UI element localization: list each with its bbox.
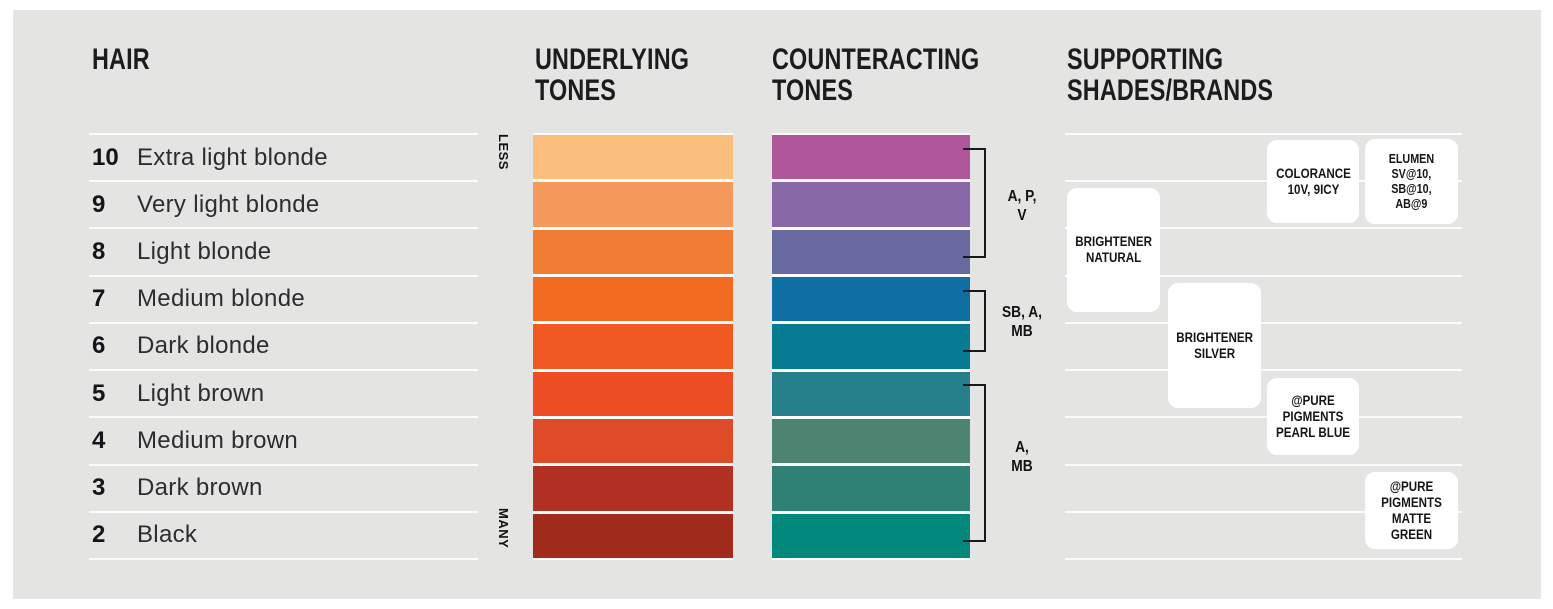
hair-level-number: 8	[92, 238, 106, 266]
supporting-grid-line	[1065, 558, 1462, 560]
counteracting-swatch-level-8	[772, 226, 970, 274]
hair-level-number: 3	[92, 474, 106, 502]
hair-row-3: 3 Dark brown	[89, 463, 478, 511]
hair-level-number: 6	[92, 332, 106, 360]
hair-level-label: Light brown	[137, 379, 265, 407]
underlying-swatch-level-9	[533, 179, 733, 227]
hair-level-label: Dark brown	[137, 474, 263, 502]
hair-level-number: 2	[92, 521, 106, 549]
card-colorance-text: COLORANCE 10V, 9ICY	[1275, 165, 1351, 197]
counteracting-tones-header-text: COUNTERACTING TONES	[772, 43, 980, 107]
counteracting-swatch-level-10	[772, 133, 970, 180]
card-brightener-silver: BRIGHTENER SILVER	[1168, 283, 1261, 408]
bracket-levels-5-2	[963, 384, 986, 542]
supporting-grid-line	[1065, 321, 1462, 324]
hair-level-number: 7	[92, 285, 106, 313]
hair-level-label: Medium blonde	[137, 285, 305, 313]
supporting-grid-line	[1065, 133, 1462, 135]
hair-row-4: 4 Medium brown	[89, 416, 478, 463]
supporting-grid-line	[1065, 463, 1462, 466]
bracket-label-sb-a-mb: SB, A, MB	[990, 303, 1054, 341]
counteracting-swatch-level-7	[772, 273, 970, 322]
bracket-levels-10-8	[963, 148, 986, 258]
underlying-tones-swatch-column	[533, 133, 733, 560]
counteracting-swatch-level-3	[772, 463, 970, 511]
hair-row-9: 9 Very light blonde	[89, 180, 478, 227]
hair-row-6: 6 Dark blonde	[89, 321, 478, 369]
underlying-swatch-level-6	[533, 321, 733, 369]
counteracting-tones-header: COUNTERACTING TONES	[772, 44, 1038, 106]
hair-level-number: 4	[92, 426, 106, 454]
bracket-label-apv: A, P, V	[990, 187, 1054, 225]
underlying-tones-header-text: UNDERLYING TONES	[535, 43, 690, 107]
scale-label-less: LESS	[496, 134, 511, 170]
counteracting-swatch-level-9	[772, 179, 970, 227]
supporting-grid-line	[1065, 416, 1462, 419]
hair-level-label: Light blonde	[137, 238, 272, 266]
bracket-label-a-mb-text: A, MB	[1011, 439, 1033, 475]
card-brightener-natural-text: BRIGHTENER NATURAL	[1075, 234, 1152, 265]
bracket-levels-7-6	[963, 290, 986, 352]
hair-level-label: Extra light blonde	[137, 143, 328, 171]
hair-column-header-text: HAIR	[92, 43, 150, 76]
counteracting-swatch-level-6	[772, 321, 970, 369]
counteracting-tones-swatch-column	[772, 133, 970, 560]
hair-row-10: 10 Extra light blonde	[89, 133, 478, 180]
card-pure-pigments-pearl-blue: @PURE PIGMENTS PEARL BLUE	[1267, 378, 1359, 455]
underlying-swatch-level-4	[533, 415, 733, 464]
counteracting-swatch-level-2	[772, 510, 970, 558]
supporting-shades-header-text: SUPPORTING SHADES/BRANDS	[1067, 43, 1274, 107]
card-elumen: ELUMEN SV@10, SB@10, AB@9	[1365, 139, 1458, 224]
underlying-swatch-level-3	[533, 463, 733, 511]
supporting-grid-line	[1065, 274, 1462, 277]
supporting-grid-line	[1065, 510, 1462, 513]
hair-level-label: Dark blonde	[137, 332, 270, 360]
card-pure-pigments-matte-green-text: @PURE PIGMENTS MATTE GREEN	[1381, 478, 1442, 542]
card-colorance: COLORANCE 10V, 9ICY	[1267, 140, 1359, 223]
hair-level-list: 10 Extra light blonde 9 Very light blond…	[89, 133, 478, 560]
hair-level-label: Black	[137, 521, 198, 549]
hair-row-8: 8 Light blonde	[89, 227, 478, 274]
counteracting-swatch-level-4	[772, 415, 970, 464]
hair-level-number: 5	[92, 379, 106, 407]
underlying-tones-header: UNDERLYING TONES	[535, 44, 733, 106]
hair-level-number: 9	[92, 190, 106, 218]
card-brightener-natural: BRIGHTENER NATURAL	[1067, 188, 1160, 312]
hair-column-header: HAIR	[92, 44, 166, 75]
hair-row-2: 2 Black	[89, 510, 478, 558]
hair-row-5: 5 Light brown	[89, 369, 478, 416]
supporting-grid-line	[1065, 227, 1462, 230]
hair-row-7: 7 Medium blonde	[89, 274, 478, 322]
supporting-grid-line	[1065, 369, 1462, 372]
bracket-label-a-mb: A, MB	[990, 438, 1054, 476]
card-pure-pigments-matte-green: @PURE PIGMENTS MATTE GREEN	[1365, 472, 1458, 549]
hair-level-label: Medium brown	[137, 426, 298, 454]
underlying-swatch-level-5	[533, 368, 733, 416]
card-elumen-text: ELUMEN SV@10, SB@10, AB@9	[1388, 151, 1435, 211]
supporting-shades-header: SUPPORTING SHADES/BRANDS	[1067, 44, 1331, 106]
underlying-swatch-level-8	[533, 226, 733, 274]
scale-label-many: MANY	[496, 508, 511, 549]
underlying-swatch-level-7	[533, 273, 733, 322]
card-brightener-silver-text: BRIGHTENER SILVER	[1176, 329, 1253, 361]
supporting-grid-line	[1065, 180, 1462, 183]
bracket-label-sb-a-mb-text: SB, A, MB	[1001, 304, 1043, 340]
bracket-label-apv-text: A, P, V	[1007, 188, 1037, 224]
underlying-swatch-level-2	[533, 510, 733, 558]
supporting-grid-lines	[1065, 133, 1462, 560]
hair-level-number: 10	[92, 143, 119, 171]
underlying-swatch-level-10	[533, 133, 733, 180]
counteracting-swatch-level-5	[772, 368, 970, 416]
card-pure-pigments-pearl-blue-text: @PURE PIGMENTS PEARL BLUE	[1276, 392, 1350, 440]
hair-level-label: Very light blonde	[137, 190, 320, 218]
